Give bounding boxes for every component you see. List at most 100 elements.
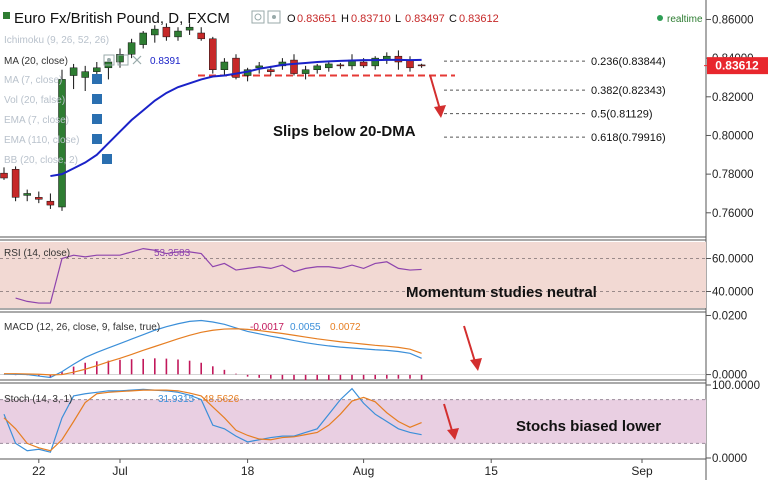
indicator-list: Ichimoku (9, 26, 52, 26) MA (20, close) … [4,35,181,166]
candle-body [69,67,78,76]
candle-body [417,64,426,67]
annotation-rsi: Momentum studies neutral [406,284,597,301]
indicator-ma7-label[interactable]: MA (7, close) [4,75,62,86]
rsi-value: 53.3583 [154,248,191,259]
candle-body [232,57,240,78]
stoch-axis-tick-label: 0.0000 [712,453,747,465]
price-axis-area [706,0,768,480]
macd-series [0,319,706,381]
x-tick-label: Sep [631,464,653,478]
candle-body [336,64,345,67]
x-tick-label: 15 [485,464,499,478]
header-legend: Euro Fx/British Pound, D, FXCM O 0.83651… [3,10,703,27]
indicator-ichimoku-label[interactable]: Ichimoku (9, 26, 52, 26) [4,35,109,46]
realtime-dot-icon [657,15,663,21]
candle-body [209,38,217,70]
rsi-band-fill [0,242,706,308]
candle-body [127,42,136,55]
x-tick-label: 22 [32,464,46,478]
x-tick-label: 18 [241,464,255,478]
macd-axis-tick-label: 0.0000 [712,370,747,382]
rsi-band [0,242,706,308]
ohlc-open-label: O [287,13,296,25]
legend-format-icon[interactable] [267,10,281,24]
annotation-stoch: Stochs biased lower [516,418,661,435]
macd-signal-value: 0.0072 [330,322,361,333]
macd-line [3,319,422,379]
annotation-main: Slips below 20-DMA [273,123,416,140]
fibonacci-levels: 0.236(0.83844) 0.382(0.82343) 0.5(0.81129)… [198,56,666,144]
stoch-axis-tick-label: 100.0000 [712,380,760,392]
candle-body [151,28,159,36]
candle-body [35,197,43,200]
stoch-d-line [3,389,422,452]
rsi-line [15,247,422,304]
candle-body [116,54,124,63]
rsi-title[interactable]: RSI (14, close) [4,248,70,259]
stoch-band [0,399,706,444]
indicator-ma20-label[interactable]: MA (20, close) [4,56,68,67]
candle-body [197,32,205,40]
x-tick-label: Jul [112,464,127,478]
candle-body [185,26,194,31]
stoch-k-line [3,387,422,453]
candle-body [81,71,89,78]
candle-body [46,200,55,206]
ohlc-low-value: 0.83497 [405,13,445,25]
candle-body [220,61,229,70]
stoch-title[interactable]: Stoch (14, 3, 1) [4,394,72,405]
stoch-k-value: 31.9315 [158,394,195,405]
macd-line-value: 0.0055 [290,322,321,333]
price-axis-tick-label: 0.78000 [712,169,754,181]
axis-ticks: 0.860000.840000.820000.800000.780000.760… [32,14,760,478]
ohlc-high-value: 0.83710 [351,13,391,25]
symbol-marker-icon [3,12,10,19]
candle-body [313,65,321,70]
indicator-vol-label[interactable]: Vol (20, false) [4,95,65,106]
ohlc-open-value: 0.83651 [297,13,337,25]
macd-axis-tick-label: 0.0200 [712,310,747,322]
candle-body [290,59,298,74]
indicator-ema110-label[interactable]: EMA (110, close) [4,135,79,146]
indicator-bb-label[interactable]: BB (20, close, 2) [4,155,78,166]
candle-body [174,30,182,38]
symbol-title[interactable]: Euro Fx/British Pound, D, FXCM [14,10,230,27]
last-price-tag: 0.83612 [707,57,768,75]
last-price-label: 0.83612 [715,59,759,73]
fib-label-2: 0.5(0.81129) [591,109,653,121]
realtime-label: realtime [667,14,703,25]
ohlc-low-label: L [395,13,401,25]
price-axis-tick-label: 0.82000 [712,92,754,104]
indicator-ema7-label[interactable]: EMA (7, close) [4,115,69,126]
macd-down-arrow-icon [463,325,482,371]
fib-label-3: 0.618(0.79916) [591,132,666,144]
candle-body [406,59,414,69]
candle-body [359,61,368,67]
indicator-row-icons[interactable] [92,74,112,164]
stoch-d-value: 48.5626 [203,394,240,405]
candle-body [371,57,379,67]
macd-title[interactable]: MACD (12, 26, close, 9, false, true) [4,322,160,333]
legend-settings-icon[interactable] [251,10,265,24]
candle-body [58,79,66,208]
fib-label-1: 0.382(0.82343) [591,85,666,97]
candle-body [0,172,8,179]
price-axis-tick-label: 0.76000 [712,208,754,220]
candle-body [301,69,310,74]
ma20-series [50,58,422,178]
price-axis-tick-label: 0.86000 [712,14,754,26]
indicator-ma20-settings-icon[interactable] [117,54,129,66]
fib-label-0: 0.236(0.83844) [591,56,666,68]
ohlc-close-value: 0.83612 [459,13,499,25]
indicator-ma20-eye-icon[interactable] [103,54,115,66]
ohlc-close-label: C [449,13,457,25]
macd-hist-value: -0.0017 [250,322,284,333]
candle-body [93,67,101,72]
stoch-down-arrow-icon [443,403,459,440]
rsi-axis-tick-label: 60.0000 [712,254,754,266]
indicator-ma20-value: 0.8391 [150,56,181,67]
ohlc-high-label: H [341,13,349,25]
rsi-axis-tick-label: 40.0000 [712,287,754,299]
indicator-ma20-close-icon[interactable] [132,55,142,65]
